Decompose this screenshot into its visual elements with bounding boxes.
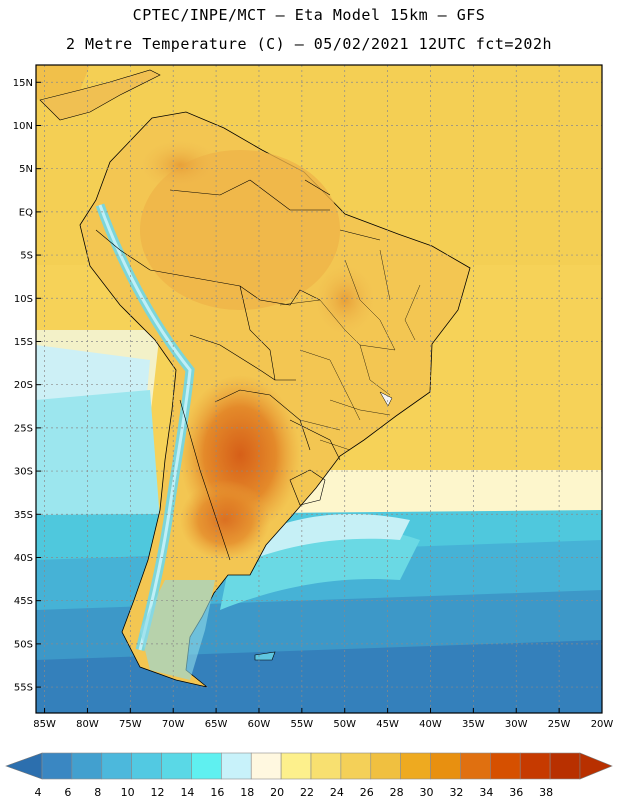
colorbar-label: 18 — [240, 786, 254, 799]
patagonia-cool — [140, 580, 215, 680]
colorbar-swatch-17 — [549, 752, 581, 780]
colorbar-label: 20 — [270, 786, 284, 799]
map-field — [36, 65, 602, 713]
lon-tick-label: 25W — [548, 719, 571, 730]
colorbar-swatch-4 — [161, 752, 192, 780]
lat-tick-label: EQ — [19, 207, 33, 218]
lat-tick-label: 5N — [19, 164, 33, 175]
colorbar-label: 4 — [35, 786, 42, 799]
lat-tick-label: 10S — [14, 294, 33, 305]
colorbar-low-arrow — [5, 752, 43, 780]
lon-tick-label: 80W — [76, 719, 99, 730]
colorbar-label: 38 — [539, 786, 553, 799]
colorbar-swatch-16 — [519, 752, 551, 780]
lat-tick-label: 15S — [14, 337, 33, 348]
colorbar-swatch-11 — [370, 752, 401, 780]
lon-tick-label: 45W — [376, 719, 399, 730]
colorbar-label: 8 — [94, 786, 101, 799]
colorbar-swatch-8 — [280, 752, 312, 780]
lon-tick-label: 30W — [505, 719, 528, 730]
lon-tick-label: 75W — [119, 719, 142, 730]
lat-tick-label: 45S — [14, 596, 33, 607]
colorbar-label: 10 — [121, 786, 135, 799]
colorbar-swatch-9 — [310, 752, 342, 780]
colorbar-label: 34 — [479, 786, 493, 799]
lon-tick-label: 20W — [591, 719, 614, 730]
colorbar-label: 24 — [330, 786, 344, 799]
central-america-land — [39, 69, 161, 121]
colorbar-label: 28 — [390, 786, 404, 799]
colorbar-label: 22 — [300, 786, 314, 799]
lon-tick-label: 70W — [162, 719, 185, 730]
pacific-band-16 — [36, 390, 160, 520]
colorbar-swatch-14 — [460, 752, 491, 780]
colorbar-swatch-10 — [340, 752, 372, 780]
colorbar-label: 6 — [64, 786, 71, 799]
atlantic-cool-band-18 — [245, 514, 410, 560]
andes-ridge-core — [98, 204, 192, 651]
lat-tick-label: 5S — [20, 251, 33, 262]
lat-tick-label: 15N — [13, 78, 33, 89]
state-borders — [279, 249, 421, 451]
lat-tick-label: 20S — [14, 380, 33, 391]
lon-tick-label: 35W — [462, 719, 485, 730]
title-line-2: 2 Metre Temperature (C) – 05/02/2021 12U… — [65, 35, 553, 53]
pampas-hot — [180, 480, 270, 560]
colorbar-swatch-2 — [101, 752, 132, 780]
colorbar: 4 6 8 10 12 14 16 18 20 22 24 26 28 30 32 34 36 38 — [5, 752, 613, 799]
lon-tick-label: 50W — [333, 719, 356, 730]
lat-tick-label: 55S — [14, 683, 33, 694]
colorbar-swatch-12 — [400, 752, 431, 780]
amazon-warm — [140, 150, 340, 310]
lat-tick-label: 35S — [14, 510, 33, 521]
colorbar-label: 32 — [449, 786, 463, 799]
lon-tick-label: 85W — [33, 719, 56, 730]
atlantic-band-22 — [260, 470, 602, 520]
axis-ticks: 15N 10N 5N EQ 5S 10S 15S 20S 25S 30S 35S 40S 45S 50S 5… — [13, 78, 614, 730]
grid-lines — [36, 65, 602, 713]
colorbar-swatch-5 — [191, 752, 222, 780]
lat-tick-label: 25S — [14, 423, 33, 434]
colorbar-label: 36 — [509, 786, 523, 799]
colorbar-swatch-15 — [490, 752, 521, 780]
lon-tick-label: 55W — [291, 719, 314, 730]
colorbar-swatch-0 — [41, 752, 73, 780]
colorbar-swatch-1 — [71, 752, 103, 780]
colorbar-label: 26 — [360, 786, 374, 799]
colorbar-swatch-7 — [250, 752, 282, 780]
colorbar-high-arrow — [579, 752, 613, 780]
colorbar-label: 14 — [180, 786, 194, 799]
lat-tick-label: 40S — [14, 553, 33, 564]
lat-tick-label: 10N — [13, 121, 33, 132]
colorbar-swatch-13 — [430, 752, 461, 780]
map-frame — [35, 64, 603, 714]
lon-tick-label: 65W — [205, 719, 228, 730]
lat-tick-label: 30S — [14, 467, 33, 478]
country-borders — [95, 179, 381, 561]
lon-tick-label: 60W — [248, 719, 271, 730]
venezuela-warm — [140, 140, 220, 190]
colorbar-swatch-6 — [221, 752, 252, 780]
title-line-1: CPTEC/INPE/MCT – Eta Model 15km – GFS — [132, 6, 486, 24]
colorbar-label: 12 — [151, 786, 165, 799]
colorbar-swatch-3 — [131, 752, 162, 780]
falkland-islands — [254, 651, 276, 661]
coastal-lake — [379, 391, 393, 407]
lon-tick-label: 40W — [419, 719, 442, 730]
lat-tick-label: 50S — [14, 639, 33, 650]
colorbar-label: 16 — [210, 786, 224, 799]
colorbar-label: 30 — [420, 786, 434, 799]
